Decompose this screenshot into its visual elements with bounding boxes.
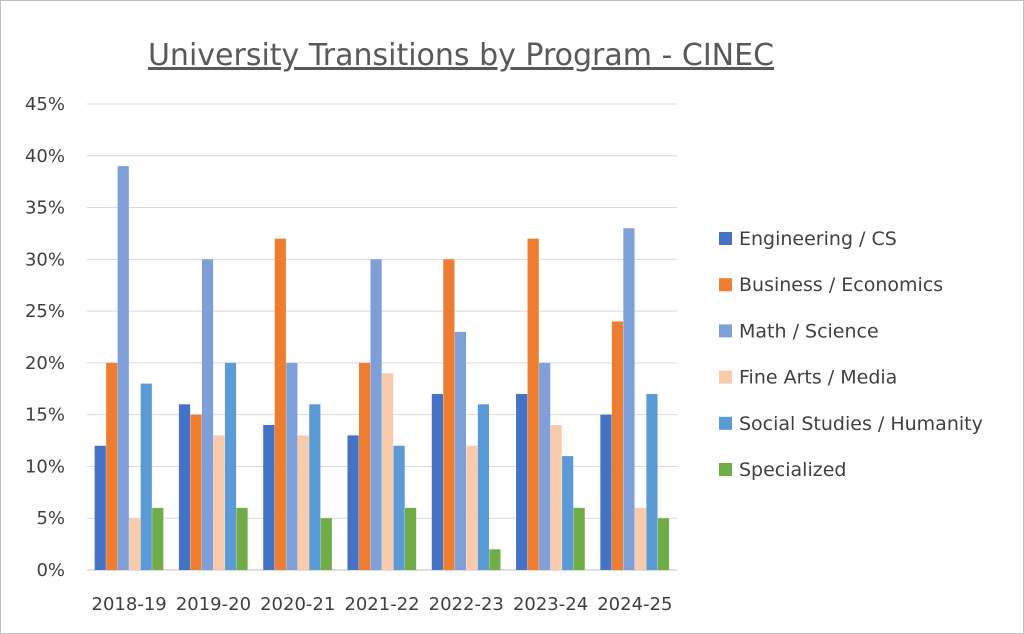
y-tick-label: 20% <box>25 353 65 374</box>
y-tick-label: 25% <box>25 301 65 322</box>
bar <box>516 393 528 570</box>
legend-label: Math / Science <box>739 320 879 342</box>
x-tick-label: 2024-25 <box>597 594 672 615</box>
bar <box>562 456 574 570</box>
bar <box>347 435 359 570</box>
bar <box>201 259 214 570</box>
legend-swatch <box>719 278 732 292</box>
bar <box>94 445 106 570</box>
bar <box>236 507 248 570</box>
legend-label: Business / Economics <box>739 274 943 296</box>
y-tick-label: 40% <box>25 146 65 167</box>
legend-swatch <box>719 463 732 476</box>
legend-swatch <box>719 232 732 245</box>
legend: Engineering / CS Business / Economics Math… <box>719 228 983 481</box>
bar <box>477 404 489 570</box>
x-tick-label: 2022-23 <box>429 594 504 615</box>
bar <box>431 393 443 570</box>
bar <box>359 362 371 570</box>
bar <box>527 238 539 570</box>
bar <box>550 425 562 570</box>
bar <box>454 331 466 570</box>
bar <box>263 425 275 570</box>
x-tick-label: 2018-19 <box>92 594 167 615</box>
bar <box>274 238 286 570</box>
y-tick-label: 15% <box>25 405 65 426</box>
bar <box>224 362 237 570</box>
bar <box>382 373 394 570</box>
x-axis-ticks: 2018-19 2019-20 2020-21 2021-22 2022-23 2023-… <box>92 594 673 615</box>
bar <box>178 404 191 570</box>
y-axis-ticks: 0% 5% 10% 15% 20% 25% 30% 35% 40% 45% <box>25 94 65 581</box>
bar <box>152 507 164 570</box>
bar <box>286 362 298 570</box>
bars <box>94 166 670 570</box>
bar <box>309 404 321 570</box>
bar <box>623 228 635 570</box>
bar <box>489 549 501 570</box>
bar <box>393 445 405 570</box>
bar <box>190 414 202 570</box>
y-tick-label: 45% <box>25 94 65 115</box>
bar <box>129 518 141 570</box>
y-tick-label: 0% <box>36 560 65 581</box>
bar <box>611 321 624 570</box>
bar <box>539 362 551 570</box>
y-tick-label: 35% <box>25 198 65 219</box>
bar <box>405 507 417 570</box>
x-tick-label: 2019-20 <box>176 594 251 615</box>
bar <box>466 445 478 570</box>
bar <box>443 259 455 570</box>
bar <box>106 362 118 570</box>
bar <box>213 435 225 570</box>
x-tick-label: 2020-21 <box>260 594 335 615</box>
chart-title: University Transitions by Program - CINE… <box>148 38 774 73</box>
x-tick-label: 2023-24 <box>513 594 588 615</box>
legend-label: Engineering / CS <box>739 228 897 250</box>
legend-swatch <box>719 370 732 384</box>
bar <box>573 507 585 570</box>
y-tick-label: 30% <box>25 249 65 270</box>
bar <box>370 259 382 570</box>
bar <box>297 435 309 570</box>
legend-label: Social Studies / Humanity <box>739 413 983 435</box>
y-tick-label: 5% <box>36 508 65 529</box>
bar <box>634 507 647 570</box>
y-tick-label: 10% <box>25 456 65 477</box>
legend-label: Fine Arts / Media <box>739 367 897 389</box>
bar <box>657 518 670 570</box>
bar <box>600 414 612 570</box>
bar <box>117 166 129 570</box>
bar <box>140 383 152 570</box>
x-tick-label: 2021-22 <box>344 594 419 615</box>
bar <box>646 393 658 570</box>
bar <box>320 518 332 570</box>
legend-swatch <box>719 416 732 430</box>
legend-label: Specialized <box>739 459 846 481</box>
legend-swatch <box>719 324 732 338</box>
